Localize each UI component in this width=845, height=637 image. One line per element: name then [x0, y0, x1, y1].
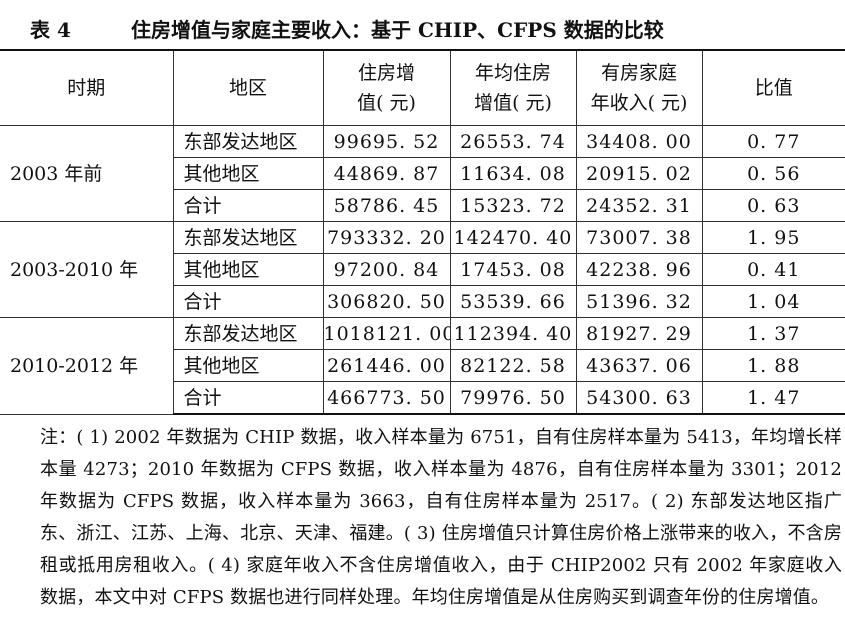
header-income-line: 年收入( 元): [590, 92, 688, 114]
table-row: 2003 年前 东部发达地区 99695. 52 26553. 74 34408…: [0, 125, 845, 222]
header-income: 有房家庭 年收入( 元): [575, 49, 703, 126]
annual-cell: 26553. 74: [449, 125, 577, 158]
income-cell: 24352. 31: [575, 189, 703, 222]
data-table: 时期 地区 住房增 值( 元) 年均住房 增值( 元) 有房家庭 年收入( 元)…: [0, 49, 845, 415]
income-cell: 42238. 96: [575, 253, 703, 286]
header-annual: 年均住房 增值( 元): [449, 49, 577, 126]
appreciation-cell: 97200. 84: [322, 253, 451, 286]
annual-cell: 112394. 40: [449, 317, 577, 350]
table-title: 住房增值与家庭主要收入：基于 CHIP、CFPS 数据的比较: [131, 18, 664, 42]
annual-cell: 17453. 08: [449, 253, 577, 286]
ratio-cell: 0. 77: [701, 125, 845, 158]
header-region: 地区: [172, 49, 324, 126]
period-cell: 2010-2012 年: [0, 317, 174, 415]
table-row: 合计 58786. 45 15323. 72 24352. 31 0. 63: [0, 189, 845, 222]
table-note: 注：( 1) 2002 年数据为 CHIP 数据，收入样本量为 6751，自有住…: [40, 427, 842, 608]
ratio-cell: 1. 88: [701, 349, 845, 382]
table-row: 其他地区 97200. 84 17453. 08 42238. 96 0. 41: [0, 253, 845, 286]
table-row: 2010-2012 年 东部发达地区 1018121. 00 112394. 4…: [0, 317, 845, 415]
income-cell: 20915. 02: [575, 157, 703, 190]
region-cell: 其他地区: [173, 349, 324, 382]
income-cell: 43637. 06: [575, 349, 703, 382]
appreciation-cell: 306820. 50: [322, 285, 451, 318]
appreciation-cell: 99695. 52: [322, 125, 451, 158]
region-cell: 合计: [173, 189, 324, 222]
region-cell: 合计: [173, 285, 324, 318]
annual-cell: 79976. 50: [449, 381, 577, 415]
header-appreciation-line: 住房增: [357, 62, 415, 84]
table-row: 合计 466773. 50 79976. 50 54300. 63 1. 47: [0, 381, 845, 415]
region-cell: 其他地区: [173, 157, 324, 190]
appreciation-cell: 1018121. 00: [322, 317, 451, 350]
header-appreciation: 住房增 值( 元): [322, 49, 451, 126]
table-row: 其他地区 261446. 00 82122. 58 43637. 06 1. 8…: [0, 349, 845, 382]
region-cell: 东部发达地区: [172, 221, 324, 254]
table-label: 表 4: [30, 18, 71, 42]
table-row: 合计 306820. 50 53539. 66 51396. 32 1. 04: [0, 285, 845, 318]
appreciation-cell: 44869. 87: [322, 157, 451, 190]
ratio-cell: 1. 37: [701, 317, 845, 350]
annual-cell: 142470. 40: [449, 221, 577, 254]
income-cell: 73007. 38: [575, 221, 703, 254]
header-annual-line: 年均住房: [474, 62, 551, 84]
income-cell: 34408. 00: [575, 125, 703, 158]
annual-cell: 15323. 72: [449, 189, 577, 222]
appreciation-cell: 466773. 50: [322, 381, 451, 415]
annual-cell: 11634. 08: [449, 157, 577, 190]
region-cell: 东部发达地区: [172, 125, 324, 158]
region-cell: 合计: [173, 381, 324, 415]
appreciation-cell: 793332. 20: [322, 221, 451, 254]
appreciation-cell: 261446. 00: [322, 349, 451, 382]
header-row: 时期 地区 住房增 值( 元) 年均住房 增值( 元) 有房家庭 年收入( 元)…: [0, 49, 845, 126]
income-cell: 51396. 32: [575, 285, 703, 318]
header-annual-line: 增值( 元): [474, 92, 552, 114]
ratio-cell: 0. 56: [701, 157, 845, 190]
ratio-cell: 1. 47: [701, 381, 845, 415]
header-appreciation-line: 值( 元): [357, 92, 416, 114]
header-ratio: 比值: [701, 49, 845, 126]
ratio-cell: 0. 41: [701, 253, 845, 286]
income-cell: 54300. 63: [575, 381, 703, 415]
annual-cell: 82122. 58: [449, 349, 577, 382]
ratio-cell: 1. 04: [701, 285, 845, 318]
region-cell: 其他地区: [173, 253, 324, 286]
ratio-cell: 0. 63: [701, 189, 845, 222]
table-caption: 表 4 住房增值与家庭主要收入：基于 CHIP、CFPS 数据的比较: [30, 12, 830, 48]
header-income-line: 有房家庭: [600, 62, 677, 84]
table-row: 2003-2010 年 东部发达地区 793332. 20 142470. 40…: [0, 221, 845, 318]
period-cell: 2003 年前: [0, 125, 174, 222]
annual-cell: 53539. 66: [449, 285, 577, 318]
appreciation-cell: 58786. 45: [322, 189, 451, 222]
region-cell: 东部发达地区: [172, 317, 324, 350]
header-period: 时期: [0, 49, 174, 126]
ratio-cell: 1. 95: [701, 221, 845, 254]
period-cell: 2003-2010 年: [0, 221, 174, 318]
income-cell: 81927. 29: [575, 317, 703, 350]
